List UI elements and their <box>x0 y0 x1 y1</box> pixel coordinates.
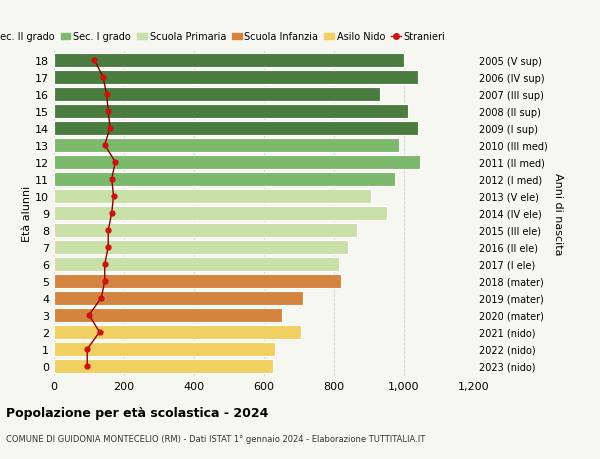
Bar <box>54 54 404 67</box>
Bar <box>54 105 407 118</box>
Legend: Sec. II grado, Sec. I grado, Scuola Primaria, Scuola Infanzia, Asilo Nido, Stran: Sec. II grado, Sec. I grado, Scuola Prim… <box>0 33 446 42</box>
Bar <box>54 156 420 169</box>
Bar <box>54 325 301 339</box>
Bar <box>54 257 339 271</box>
Bar <box>54 308 281 322</box>
Bar <box>54 207 386 220</box>
Bar <box>54 224 357 237</box>
Y-axis label: Anni di nascita: Anni di nascita <box>553 172 563 255</box>
Bar <box>54 139 399 152</box>
Bar <box>54 190 371 203</box>
Bar <box>54 342 275 356</box>
Bar <box>54 274 341 288</box>
Bar <box>54 173 395 186</box>
Bar <box>54 71 418 84</box>
Bar <box>54 291 302 305</box>
Text: COMUNE DI GUIDONIA MONTECELIO (RM) - Dati ISTAT 1° gennaio 2024 - Elaborazione T: COMUNE DI GUIDONIA MONTECELIO (RM) - Dat… <box>6 434 425 443</box>
Bar <box>54 241 348 254</box>
Bar <box>54 122 418 135</box>
Y-axis label: Età alunni: Età alunni <box>22 185 32 241</box>
Text: Popolazione per età scolastica - 2024: Popolazione per età scolastica - 2024 <box>6 406 268 419</box>
Bar <box>54 88 380 101</box>
Bar <box>54 359 273 373</box>
